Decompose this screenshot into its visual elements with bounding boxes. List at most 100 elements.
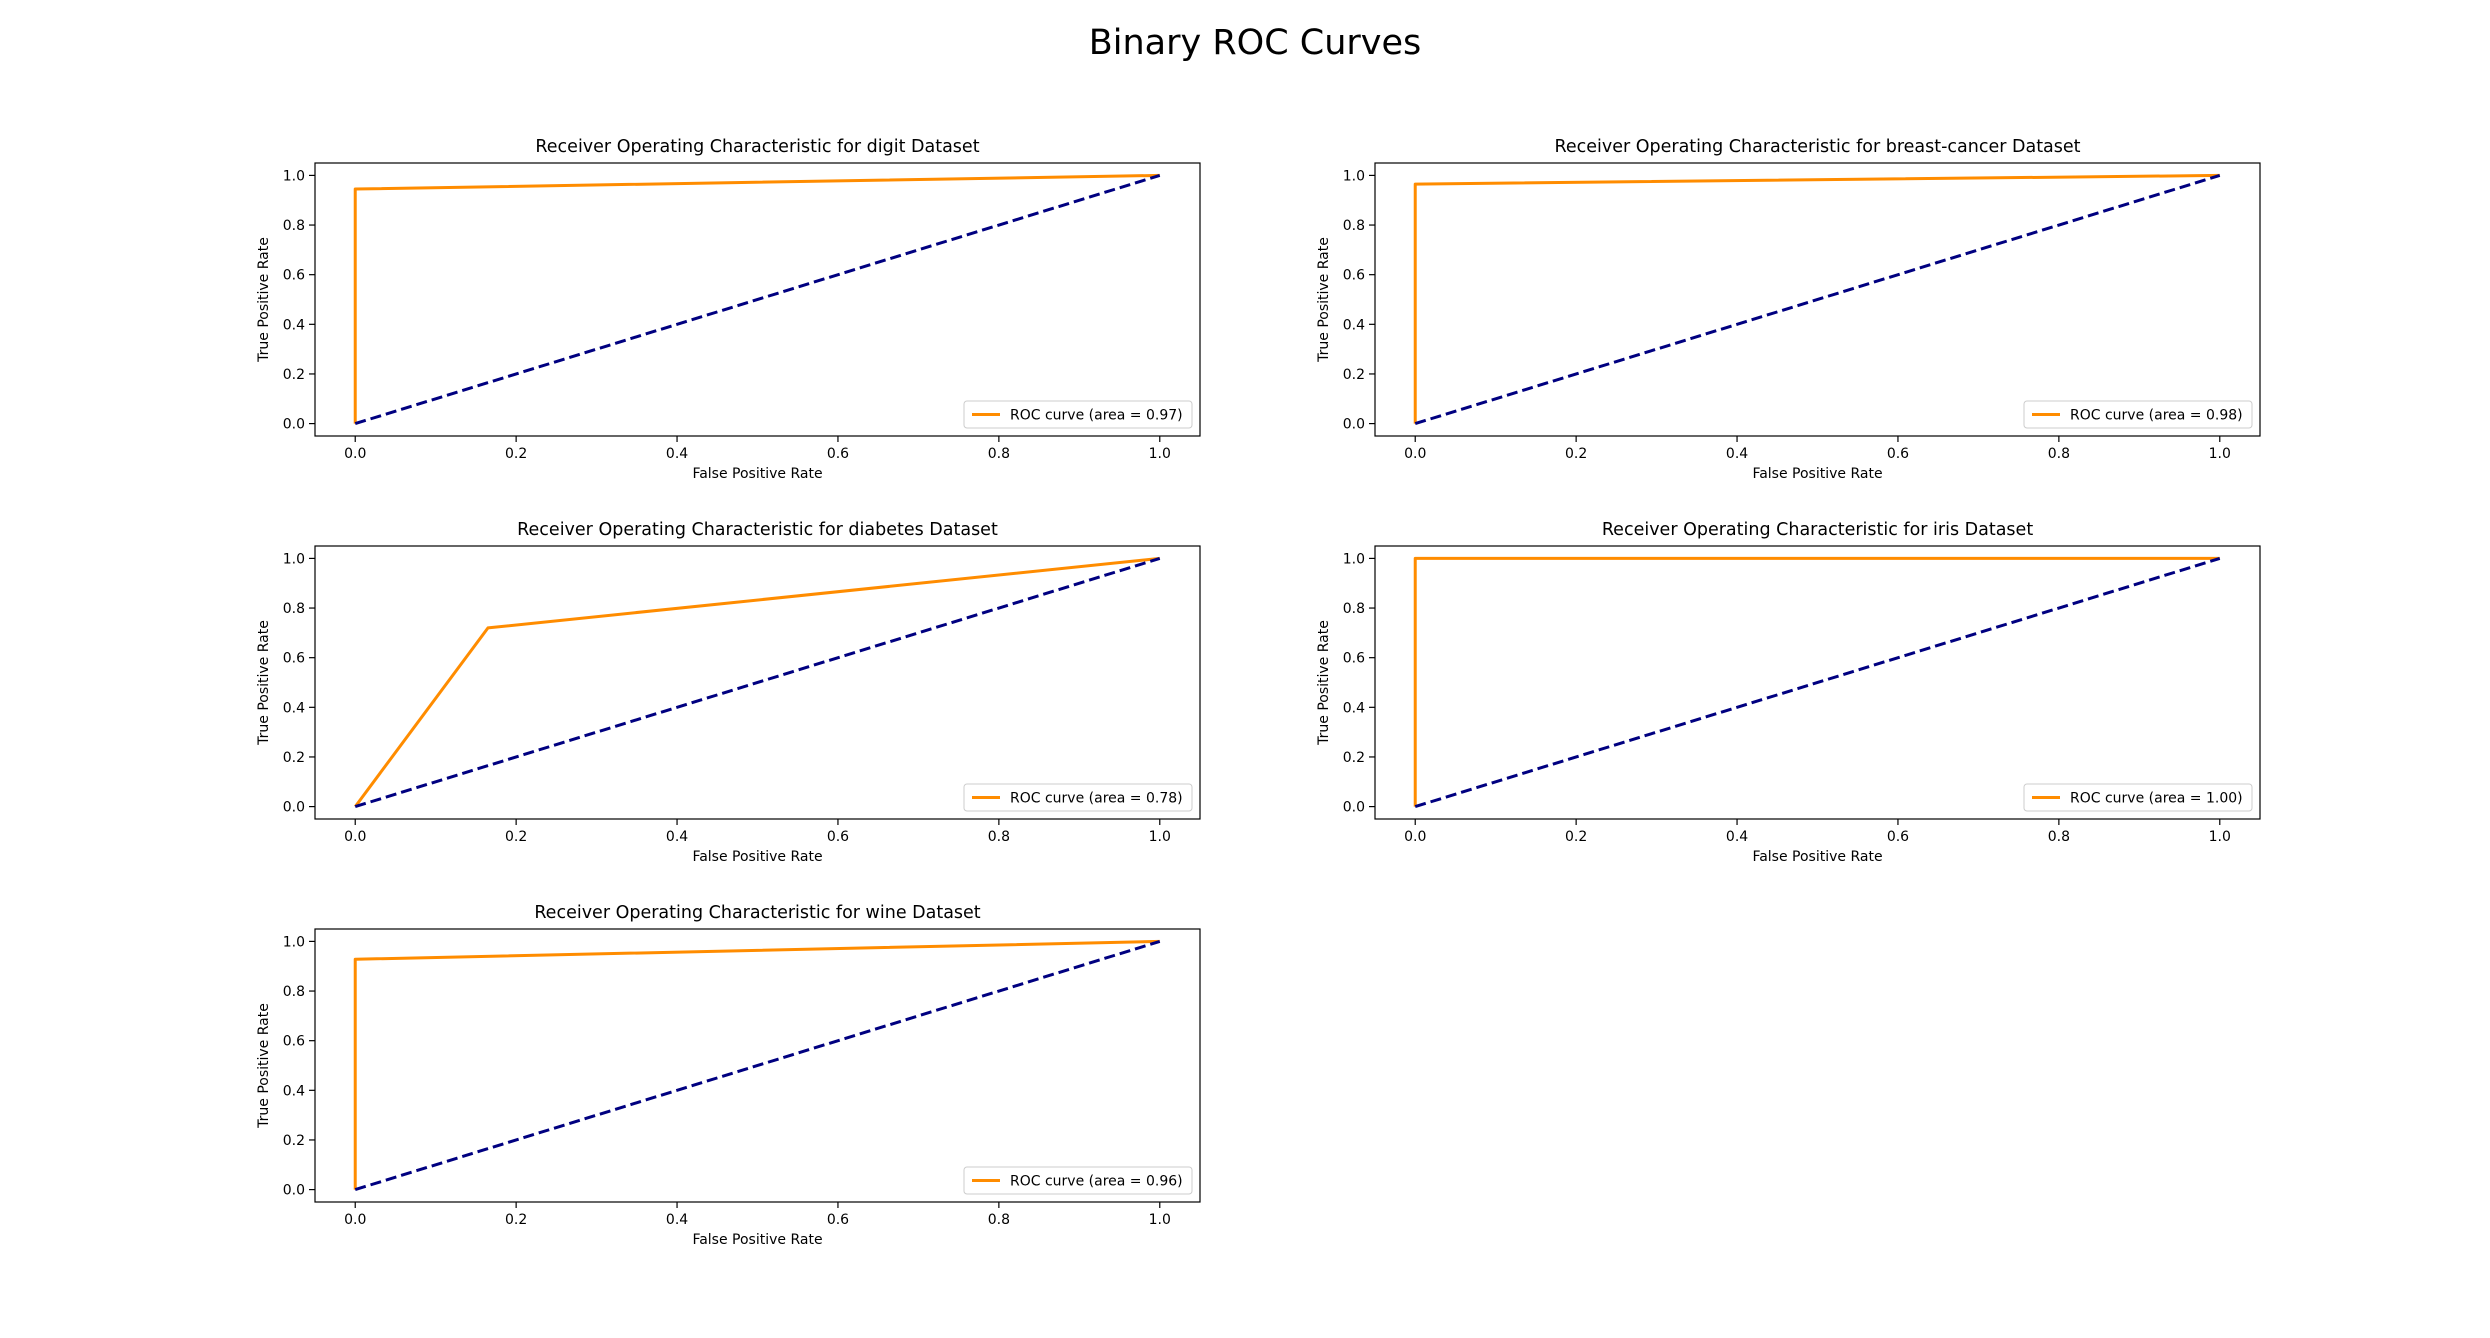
- chance-line: [1414, 173, 2221, 426]
- subplot-title: Receiver Operating Characteristic for wi…: [534, 903, 980, 923]
- axes-frame: [1374, 162, 2261, 437]
- y-axis-label: True Positive Rate: [1316, 620, 1332, 746]
- legend: ROC curve (area = 0.96): [963, 1166, 1193, 1195]
- y-axis-label: True Positive Rate: [256, 237, 272, 363]
- axes-frame: [314, 928, 1201, 1203]
- y-tick-label: 0.4: [283, 1083, 305, 1099]
- x-tick-label: 0.6: [1887, 829, 1909, 845]
- x-tick-label: 1.0: [1149, 829, 1171, 845]
- y-tick-label: 0.6: [283, 268, 305, 284]
- x-tick-label: 0.8: [2048, 446, 2070, 462]
- x-tick-label: 0.8: [988, 829, 1010, 845]
- roc-curve-line: [354, 556, 1160, 808]
- legend-box: [2023, 400, 2253, 429]
- subplot-title: Receiver Operating Characteristic for br…: [1554, 137, 2080, 157]
- x-tick-label: 0.6: [827, 1212, 849, 1228]
- y-tick-label: 0.8: [1343, 218, 1365, 234]
- legend: ROC curve (area = 0.98): [2023, 400, 2253, 429]
- x-tick-label: 0.0: [1404, 829, 1426, 845]
- legend-box: [963, 400, 1193, 429]
- x-tick-label: 0.4: [666, 1212, 688, 1228]
- subplot-5: Receiver Operating Characteristic for wi…: [256, 903, 1201, 1248]
- x-tick-label: 0.8: [988, 446, 1010, 462]
- y-tick-label: 0.6: [1343, 268, 1365, 284]
- chance-line: [354, 939, 1161, 1192]
- y-tick-label: 1.0: [1343, 168, 1365, 184]
- y-tick-label: 0.0: [283, 1183, 305, 1199]
- y-axis-label: True Positive Rate: [1316, 237, 1332, 363]
- x-axis-label: False Positive Rate: [692, 849, 822, 865]
- subplot-2: Receiver Operating Characteristic for br…: [1316, 137, 2261, 482]
- chance-line: [354, 173, 1161, 426]
- x-tick-label: 0.4: [666, 446, 688, 462]
- x-tick-label: 0.0: [344, 829, 366, 845]
- legend: ROC curve (area = 1.00): [2023, 783, 2253, 812]
- legend-label: ROC curve (area = 0.96): [1010, 1174, 1183, 1190]
- axes-frame: [314, 545, 1201, 820]
- axes-frame: [314, 162, 1201, 437]
- y-tick-label: 0.4: [1343, 317, 1365, 333]
- y-tick-label: 0.8: [283, 984, 305, 1000]
- x-tick-label: 0.4: [1726, 829, 1748, 845]
- chance-line: [1414, 556, 2221, 809]
- x-tick-label: 1.0: [2209, 829, 2231, 845]
- y-tick-label: 0.2: [1343, 367, 1365, 383]
- y-tick-label: 0.2: [283, 1133, 305, 1149]
- x-tick-label: 0.2: [1565, 829, 1587, 845]
- subplot-title: Receiver Operating Characteristic for di…: [517, 520, 998, 540]
- x-tick-label: 0.6: [827, 446, 849, 462]
- y-tick-label: 0.8: [283, 218, 305, 234]
- legend-box: [963, 1166, 1193, 1195]
- y-tick-label: 0.6: [283, 651, 305, 667]
- y-tick-label: 0.4: [283, 317, 305, 333]
- x-tick-label: 0.2: [505, 1212, 527, 1228]
- y-tick-label: 0.6: [1343, 651, 1365, 667]
- axes-frame: [1374, 545, 2261, 820]
- subplots: Receiver Operating Characteristic for di…: [256, 137, 2261, 1248]
- y-tick-label: 0.6: [283, 1034, 305, 1050]
- roc-curve-line: [1413, 173, 2220, 424]
- x-tick-label: 0.4: [1726, 446, 1748, 462]
- chance-line: [354, 556, 1161, 809]
- roc-curve-line: [1413, 556, 2220, 807]
- figure-title: Binary ROC Curves: [1089, 23, 1422, 63]
- x-tick-label: 0.6: [827, 829, 849, 845]
- x-tick-label: 0.4: [666, 829, 688, 845]
- y-tick-label: 0.0: [283, 417, 305, 433]
- legend-label: ROC curve (area = 0.97): [1010, 408, 1183, 424]
- legend: ROC curve (area = 0.78): [963, 783, 1193, 812]
- legend-label: ROC curve (area = 1.00): [2070, 791, 2243, 807]
- y-tick-label: 1.0: [283, 934, 305, 950]
- y-tick-label: 0.8: [283, 601, 305, 617]
- y-tick-label: 0.0: [283, 800, 305, 816]
- x-axis-label: False Positive Rate: [1752, 849, 1882, 865]
- y-tick-label: 0.8: [1343, 601, 1365, 617]
- y-tick-label: 0.4: [1343, 700, 1365, 716]
- subplot-1: Receiver Operating Characteristic for di…: [256, 137, 1201, 482]
- y-tick-label: 1.0: [283, 551, 305, 567]
- legend-label: ROC curve (area = 0.78): [1010, 791, 1183, 807]
- subplot-3: Receiver Operating Characteristic for di…: [256, 520, 1201, 865]
- y-tick-label: 0.4: [283, 700, 305, 716]
- y-tick-label: 0.2: [1343, 750, 1365, 766]
- subplot-4: Receiver Operating Characteristic for ir…: [1316, 520, 2261, 865]
- x-axis-label: False Positive Rate: [692, 466, 822, 482]
- x-axis-label: False Positive Rate: [1752, 466, 1882, 482]
- x-tick-label: 0.2: [505, 829, 527, 845]
- subplot-title: Receiver Operating Characteristic for ir…: [1602, 520, 2034, 540]
- x-tick-label: 0.8: [988, 1212, 1010, 1228]
- y-tick-label: 0.2: [283, 750, 305, 766]
- x-tick-label: 0.2: [505, 446, 527, 462]
- x-tick-label: 0.6: [1887, 446, 1909, 462]
- y-tick-label: 1.0: [283, 168, 305, 184]
- x-tick-label: 0.0: [344, 446, 366, 462]
- y-tick-label: 0.0: [1343, 800, 1365, 816]
- y-axis-label: True Positive Rate: [256, 1003, 272, 1129]
- legend-box: [2023, 783, 2253, 812]
- subplot-title: Receiver Operating Characteristic for di…: [535, 137, 979, 157]
- y-tick-label: 1.0: [1343, 551, 1365, 567]
- x-tick-label: 1.0: [1149, 1212, 1171, 1228]
- roc-curve-line: [353, 173, 1160, 424]
